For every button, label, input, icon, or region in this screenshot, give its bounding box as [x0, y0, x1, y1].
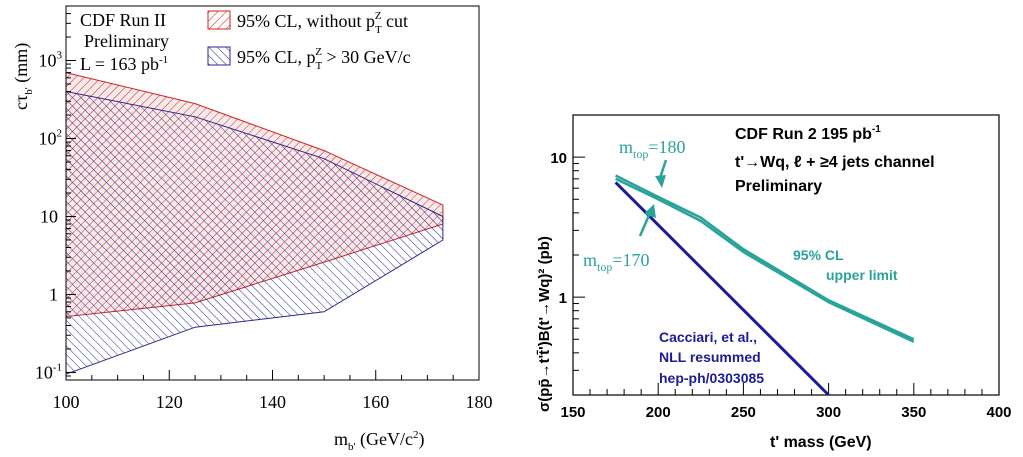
- theory-label-line2: NLL resummed: [659, 349, 761, 365]
- left-experiment-label: CDF Run II: [80, 10, 166, 30]
- limit-line-mtop180: [615, 174, 915, 341]
- right-x-tick-label: 150: [560, 404, 585, 421]
- right-title-line3: Preliminary: [735, 178, 822, 195]
- left-lumi-label: L = 163 pb-1: [80, 54, 168, 74]
- right-x-tick-label: 400: [986, 404, 1011, 421]
- right-x-tick-label: 200: [646, 404, 671, 421]
- mtop170-arrow: [638, 204, 656, 237]
- mtop180-arrow: [655, 159, 668, 188]
- theory-label-line3: hep-ph/0303085: [659, 370, 764, 386]
- left-y-axis-title: cτb' (mm): [11, 43, 35, 110]
- left-axis-ticks: 100 120 140 160 180 10-1 1 10 102 103: [35, 5, 493, 412]
- series-pt-cut-area: [65, 90, 444, 375]
- right-y-axis-title: σ(pp̄→t't̄')B(t'→Wq)² (pb): [536, 236, 553, 412]
- mtop180-label: mtop=180: [619, 137, 686, 161]
- theory-line: [614, 181, 830, 397]
- left-y-tick-label: 10-1: [35, 361, 62, 382]
- left-x-tick-label: 180: [466, 392, 493, 412]
- cl-label-line1: 95% CL: [793, 247, 844, 263]
- legend-swatch-without-pt-cut: [207, 10, 231, 30]
- limit-line-mtop170: [615, 177, 915, 343]
- left-x-tick-label: 120: [156, 392, 183, 412]
- cl-label-line2: upper limit: [826, 267, 898, 283]
- left-y-tick-label: 102: [39, 127, 63, 148]
- left-legend: 95% CL, without pTZ cut 95% CL, pTZ > 30…: [207, 10, 411, 72]
- right-title-line2: t'→Wq, ℓ + ≥4 jets channel: [735, 154, 935, 171]
- left-status-label: Preliminary: [84, 31, 169, 51]
- right-title-line1: CDF Run 2 195 pb-1: [735, 124, 881, 143]
- right-x-tick-label: 250: [731, 404, 756, 421]
- left-y-tick-label: 1: [49, 284, 58, 304]
- left-x-axis-title: mb' (GeV/c2): [334, 429, 424, 453]
- band-pt-cut: [65, 90, 444, 375]
- legend-label-without-pt-cut: 95% CL, without pTZ cut: [237, 10, 408, 36]
- legend-label-pt-cut: 95% CL, pTZ > 30 GeV/c: [237, 46, 411, 72]
- left-y-tick-label: 103: [39, 50, 63, 71]
- right-y-tick-label: 10: [550, 150, 567, 167]
- right-axis-ticks: 150 200 250 300 350 400 1 10: [550, 114, 1012, 421]
- legend-swatch-pt-cut: [207, 46, 231, 66]
- right-chart: 150 200 250 300 350 400 1 10 CDF Run 2 195 pb-1…: [536, 114, 1012, 451]
- mtop170-label: mtop=170: [583, 250, 650, 274]
- right-x-tick-label: 300: [816, 404, 841, 421]
- right-x-axis-title: t' mass (GeV): [770, 434, 872, 451]
- left-x-tick-label: 160: [362, 392, 389, 412]
- left-x-tick-label: 100: [53, 392, 80, 412]
- left-y-tick-label: 10: [40, 206, 58, 226]
- right-x-tick-label: 350: [901, 404, 926, 421]
- left-x-tick-label: 140: [259, 392, 286, 412]
- right-y-tick-label: 1: [559, 290, 567, 307]
- right-series: [614, 174, 915, 397]
- theory-label-line1: Cacciari, et al.,: [659, 329, 757, 345]
